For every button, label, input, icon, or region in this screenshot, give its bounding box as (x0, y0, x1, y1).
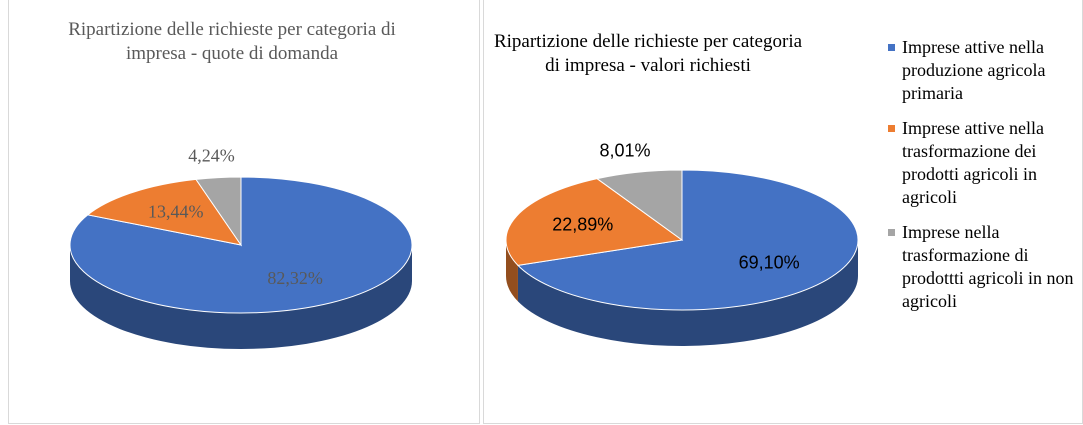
legend-item: Imprese nella trasformazione di prodottt… (888, 221, 1078, 313)
data-label: 22,89% (552, 214, 613, 234)
slice (516, 169, 859, 311)
legend-item: Imprese attive nella trasformazione dei … (888, 117, 1078, 209)
data-label: 13,44% (148, 202, 204, 222)
chart-title: Ripartizione delle richieste per categor… (493, 31, 803, 76)
legend-item: Imprese attive nella produzione agricola… (888, 36, 1078, 105)
legend-swatch (888, 229, 895, 236)
chart-title: Ripartizione delle richieste per categor… (68, 19, 396, 64)
slice-side (70, 245, 412, 349)
slice-side (506, 240, 518, 302)
data-label: 82,32% (267, 268, 323, 288)
data-label: 69,10% (739, 252, 800, 272)
panel (8, 0, 480, 424)
slice (86, 178, 243, 246)
legend-swatch (888, 125, 895, 132)
slice (195, 176, 242, 247)
slice (595, 169, 683, 241)
legend: Imprese attive nella produzione agricola… (888, 36, 1078, 325)
legend-swatch (888, 44, 895, 51)
slice (505, 178, 684, 266)
legend-label: Imprese nella trasformazione di prodottt… (902, 222, 1074, 311)
legend-label: Imprese attive nella produzione agricola… (902, 37, 1046, 103)
legend-label: Imprese attive nella trasformazione dei … (902, 118, 1044, 207)
data-label: 4,24% (188, 146, 235, 166)
data-label: 8,01% (600, 141, 651, 161)
slice-side (517, 240, 858, 346)
